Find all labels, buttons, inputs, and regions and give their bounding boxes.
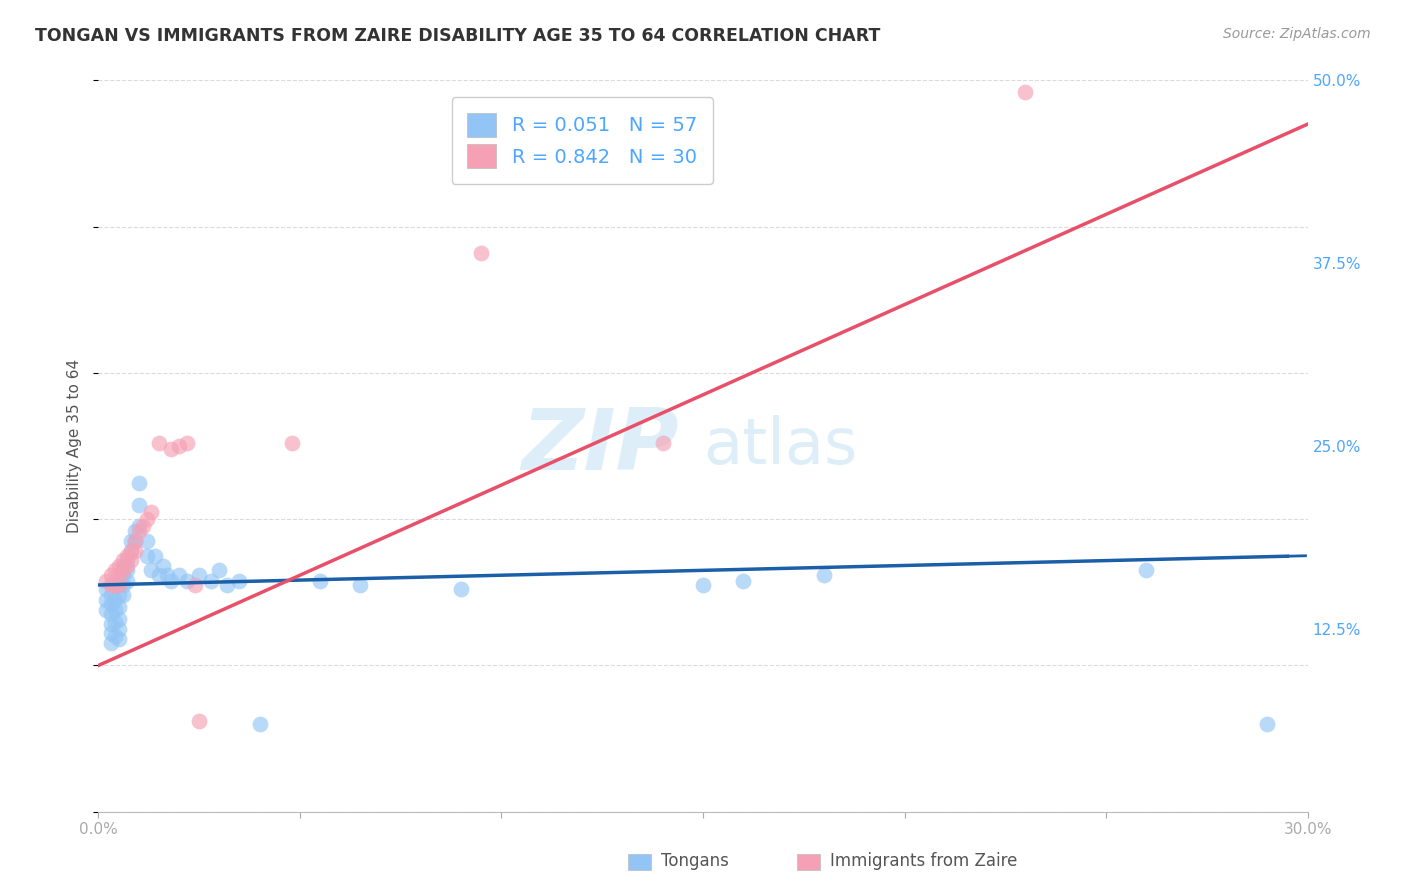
Point: [733, 574, 755, 588]
Text: Tongans: Tongans: [661, 852, 728, 870]
Point: [111, 553, 134, 567]
Point: [217, 578, 239, 592]
Point: [107, 612, 129, 626]
Point: [128, 498, 150, 512]
Point: [128, 475, 150, 490]
Point: [135, 512, 157, 526]
Point: [103, 629, 125, 643]
Point: [450, 582, 472, 597]
Point: [103, 563, 125, 577]
Point: [111, 558, 134, 573]
Point: [470, 246, 492, 260]
Point: [96, 592, 118, 607]
Point: [188, 567, 211, 582]
Point: [96, 603, 118, 617]
Point: [132, 519, 155, 533]
Point: [160, 442, 183, 456]
Point: [115, 574, 138, 588]
Point: [107, 558, 129, 573]
Point: [160, 574, 183, 588]
Point: [176, 436, 198, 450]
Point: [135, 534, 157, 549]
Point: [103, 578, 125, 592]
Point: [651, 436, 673, 450]
Point: [111, 563, 134, 577]
Point: [167, 567, 190, 582]
Point: [100, 578, 122, 592]
Point: [115, 563, 138, 577]
Point: [176, 574, 198, 588]
Point: [184, 578, 207, 592]
Point: [107, 578, 129, 592]
Point: [1014, 85, 1036, 99]
Point: [143, 549, 166, 563]
Text: ZIP: ZIP: [522, 404, 679, 488]
Point: [135, 549, 157, 563]
Point: [103, 592, 125, 607]
Point: [152, 558, 174, 573]
Legend: R = 0.051   N = 57, R = 0.842   N = 30: R = 0.051 N = 57, R = 0.842 N = 30: [451, 97, 713, 184]
Text: Source: ZipAtlas.com: Source: ZipAtlas.com: [1223, 27, 1371, 41]
Text: TONGAN VS IMMIGRANTS FROM ZAIRE DISABILITY AGE 35 TO 64 CORRELATION CHART: TONGAN VS IMMIGRANTS FROM ZAIRE DISABILI…: [35, 27, 880, 45]
Bar: [797, 854, 820, 870]
Point: [100, 617, 122, 632]
Point: [1135, 563, 1157, 577]
Point: [100, 636, 122, 650]
Point: [103, 603, 125, 617]
Point: [188, 714, 211, 728]
Point: [139, 505, 162, 519]
Point: [148, 567, 170, 582]
Text: atlas: atlas: [703, 415, 858, 477]
Point: [124, 534, 146, 549]
Point: [100, 597, 122, 611]
Point: [103, 615, 125, 629]
Point: [96, 574, 118, 588]
Point: [111, 567, 134, 582]
Point: [200, 574, 222, 588]
Point: [100, 588, 122, 602]
Point: [120, 544, 142, 558]
Point: [111, 588, 134, 602]
Point: [107, 567, 129, 582]
Point: [107, 588, 129, 602]
Point: [100, 626, 122, 640]
Point: [107, 578, 129, 592]
Bar: [628, 854, 651, 870]
Point: [115, 553, 138, 567]
Point: [156, 567, 179, 582]
Y-axis label: Disability Age 35 to 64: Disability Age 35 to 64: [67, 359, 83, 533]
Point: [124, 524, 146, 538]
Point: [107, 622, 129, 636]
Point: [115, 558, 138, 573]
Point: [128, 524, 150, 538]
Point: [228, 574, 250, 588]
Point: [249, 717, 271, 731]
Point: [120, 534, 142, 549]
Point: [167, 439, 190, 453]
Point: [208, 563, 231, 577]
Point: [281, 436, 304, 450]
Point: [139, 563, 162, 577]
Point: [111, 578, 134, 592]
Point: [100, 607, 122, 622]
Point: [107, 599, 129, 614]
Point: [100, 567, 122, 582]
Point: [349, 578, 371, 592]
Text: Immigrants from Zaire: Immigrants from Zaire: [830, 852, 1017, 870]
Point: [128, 519, 150, 533]
Point: [692, 578, 714, 592]
Point: [813, 567, 835, 582]
Point: [107, 632, 129, 646]
Point: [309, 574, 332, 588]
Point: [124, 534, 146, 549]
Point: [120, 544, 142, 558]
Point: [1256, 717, 1278, 731]
Point: [96, 582, 118, 597]
Point: [120, 553, 142, 567]
Point: [148, 436, 170, 450]
Point: [124, 544, 146, 558]
Point: [115, 549, 138, 563]
